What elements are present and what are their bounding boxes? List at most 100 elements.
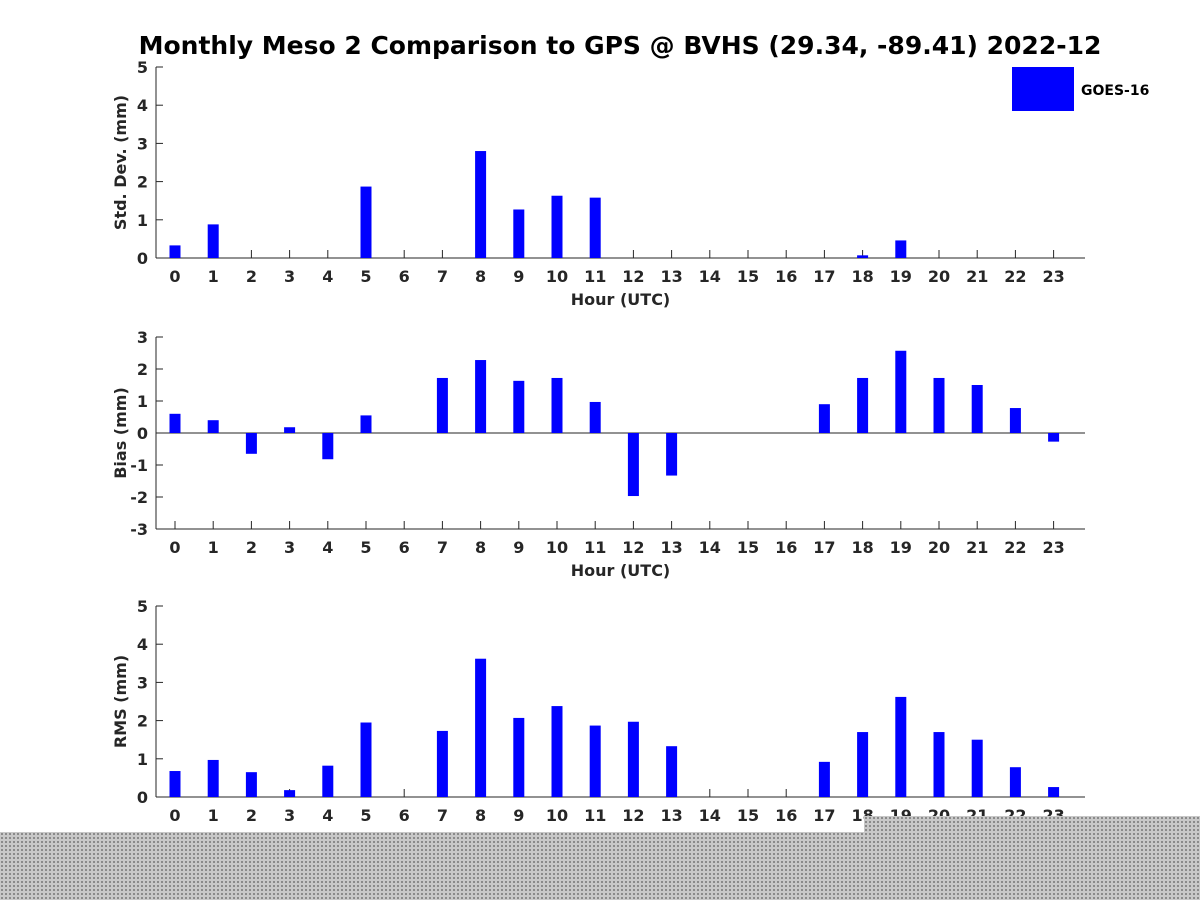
std-dev-xtick-label: 0 <box>169 267 180 286</box>
bias-xtick-label: 9 <box>513 538 524 557</box>
std-dev-xtick-label: 3 <box>284 267 295 286</box>
rms-xtick-label: 7 <box>437 806 448 825</box>
rms-xtick-label: 6 <box>399 806 410 825</box>
std-dev-bar-hour-5 <box>360 186 372 258</box>
bias-bar-hour-17 <box>818 404 830 433</box>
std-dev-bar-hour-9 <box>513 209 525 258</box>
bias-bar-hour-19 <box>895 350 907 433</box>
bias-xtick-label: 3 <box>284 538 295 557</box>
rms-ytick-label: 4 <box>137 635 148 654</box>
bias-ytick-label: -3 <box>130 520 148 539</box>
rms-xtick-label: 16 <box>775 806 797 825</box>
rms-bar-hour-8 <box>475 658 487 797</box>
rms-bar-hour-1 <box>207 759 219 797</box>
bias-y-axis-label: Bias (mm) <box>111 387 130 479</box>
bias-xtick-label: 13 <box>660 538 682 557</box>
bias-xtick-label: 23 <box>1042 538 1064 557</box>
std-dev-xtick-label: 15 <box>737 267 759 286</box>
std-dev-xtick-label: 14 <box>699 267 721 286</box>
std-dev-bar-hour-19 <box>895 240 907 258</box>
bias-bar-hour-3 <box>284 427 296 433</box>
bias-x-axis-label: Hour (UTC) <box>571 561 671 580</box>
std-dev-xtick-label: 13 <box>660 267 682 286</box>
rms-xtick-label: 11 <box>584 806 606 825</box>
rms-xtick-label: 5 <box>360 806 371 825</box>
bias-xtick-label: 5 <box>360 538 371 557</box>
std-dev-xtick-label: 11 <box>584 267 606 286</box>
rms-ytick-label: 0 <box>137 788 148 807</box>
bias-xtick-label: 22 <box>1004 538 1026 557</box>
std-dev-bar-hour-11 <box>589 197 601 258</box>
std-dev-y-axis-label: Std. Dev. (mm) <box>111 95 130 230</box>
bias-bar-hour-0 <box>169 413 181 433</box>
legend-swatch <box>1012 67 1074 111</box>
bias-bar-hour-8 <box>475 360 487 433</box>
rms-bar-hour-20 <box>933 732 945 797</box>
rms-ytick-label: 2 <box>137 712 148 731</box>
rms-bar-hour-23 <box>1048 787 1060 797</box>
rms-xtick-label: 10 <box>546 806 568 825</box>
rms-ytick-label: 3 <box>137 673 148 692</box>
rms-bar-hour-9 <box>513 717 525 797</box>
bias-bar-hour-21 <box>971 385 983 433</box>
bias-bar-hour-18 <box>857 377 869 433</box>
bias-xtick-label: 20 <box>928 538 950 557</box>
bias-xtick-label: 11 <box>584 538 606 557</box>
std-dev-xtick-label: 16 <box>775 267 797 286</box>
std-dev-xtick-label: 4 <box>322 267 333 286</box>
bias-ytick-label: -1 <box>130 456 148 475</box>
bias-xtick-label: 6 <box>399 538 410 557</box>
std-dev-bar-hour-10 <box>551 195 563 258</box>
bias-xtick-label: 16 <box>775 538 797 557</box>
rms-bar-hour-12 <box>627 721 639 797</box>
rms-bar-hour-3 <box>284 790 296 797</box>
bias-ytick-label: 0 <box>137 424 148 443</box>
bias-xtick-label: 15 <box>737 538 759 557</box>
bias-xtick-label: 1 <box>208 538 219 557</box>
std-dev-ytick-label: 1 <box>137 211 148 230</box>
bias-bar-hour-20 <box>933 377 945 433</box>
std-dev-ytick-label: 2 <box>137 173 148 192</box>
bias-xtick-label: 19 <box>890 538 912 557</box>
rms-xtick-label: 4 <box>322 806 333 825</box>
rms-xtick-label: 8 <box>475 806 486 825</box>
bias-bar-hour-12 <box>627 433 639 497</box>
bias-bar-hour-9 <box>513 380 525 433</box>
rms-bar-hour-0 <box>169 771 181 797</box>
bias-ytick-label: 3 <box>137 328 148 347</box>
std-dev-xtick-label: 19 <box>890 267 912 286</box>
std-dev-xtick-label: 8 <box>475 267 486 286</box>
bias-bar-hour-5 <box>360 415 372 433</box>
rms-y-axis-label: RMS (mm) <box>111 655 130 748</box>
rms-bar-hour-22 <box>1009 767 1021 797</box>
std-dev-ytick-label: 3 <box>137 134 148 153</box>
std-dev-xtick-label: 1 <box>208 267 219 286</box>
rms-ytick-label: 5 <box>137 597 148 616</box>
std-dev-xtick-label: 7 <box>437 267 448 286</box>
bias-bar-hour-13 <box>666 433 678 476</box>
rms-xtick-label: 0 <box>169 806 180 825</box>
rms-xtick-label: 2 <box>246 806 257 825</box>
bias-ytick-label: 1 <box>137 392 148 411</box>
rms-xtick-label: 13 <box>660 806 682 825</box>
dotted-overlay-bottom <box>0 832 1200 900</box>
std-dev-ytick-label: 4 <box>137 96 148 115</box>
bias-bar-hour-11 <box>589 401 601 433</box>
bias-ytick-label: -2 <box>130 488 148 507</box>
std-dev-xtick-label: 22 <box>1004 267 1026 286</box>
bias-xtick-label: 2 <box>246 538 257 557</box>
rms-xtick-label: 12 <box>622 806 644 825</box>
rms-xtick-label: 15 <box>737 806 759 825</box>
rms-bar-hour-13 <box>666 746 678 797</box>
chart-title: Monthly Meso 2 Comparison to GPS @ BVHS … <box>139 31 1102 60</box>
bias-xtick-label: 8 <box>475 538 486 557</box>
rms-ytick-label: 1 <box>137 750 148 769</box>
std-dev-xtick-label: 6 <box>399 267 410 286</box>
std-dev-ytick-label: 5 <box>137 58 148 77</box>
bias-bar-hour-4 <box>322 433 334 460</box>
std-dev-xtick-label: 2 <box>246 267 257 286</box>
bias-ytick-label: 2 <box>137 360 148 379</box>
